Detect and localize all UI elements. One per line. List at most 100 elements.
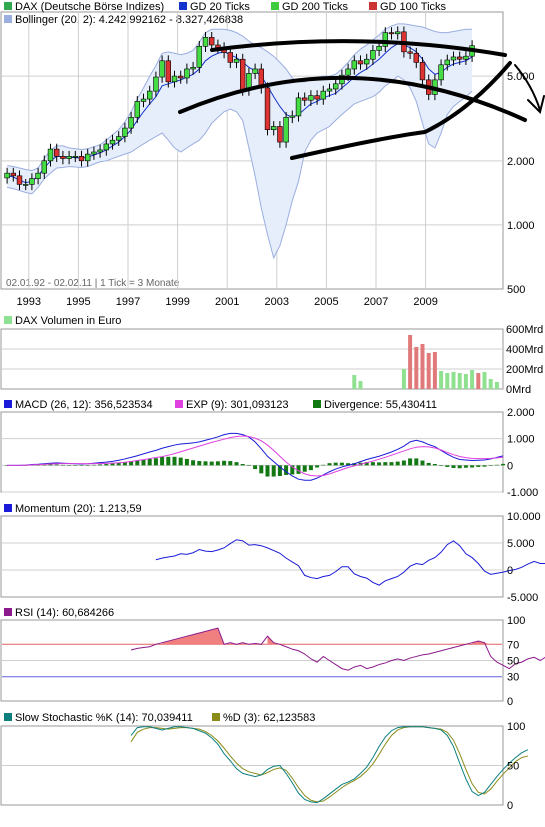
divergence-bar xyxy=(91,464,96,466)
exp-line xyxy=(7,435,504,477)
legend-swatch-exp xyxy=(175,400,183,408)
candle-body xyxy=(60,156,66,159)
candle-body xyxy=(240,58,246,91)
momentum-y-tick: 5.000 xyxy=(507,538,535,550)
stoch-y-tick: 100 xyxy=(507,721,525,733)
divergence-bar xyxy=(215,461,220,466)
candle-body xyxy=(196,46,202,68)
legend-exp: EXP (9): 301,093123 xyxy=(186,399,289,411)
divergence-bar xyxy=(426,462,431,466)
legend-swatch-stoch-k xyxy=(4,713,12,721)
divergence-bar xyxy=(191,460,196,466)
volume-bar xyxy=(494,382,499,389)
divergence-bar xyxy=(277,465,282,476)
legend-swatch-stoch-d xyxy=(212,713,220,721)
divergence-bar xyxy=(203,461,208,466)
price-x-tick: 2007 xyxy=(364,296,388,308)
candle-body xyxy=(357,60,364,65)
volume-bar xyxy=(426,353,431,389)
legend-swatch-gd100 xyxy=(369,2,377,10)
price-x-tick: 1997 xyxy=(116,296,140,308)
divergence-bar xyxy=(36,464,41,466)
rsi-line xyxy=(130,627,545,671)
divergence-bar xyxy=(222,460,227,466)
divergence-bar xyxy=(110,463,115,466)
volume-y-tick: 400Mrd xyxy=(506,344,543,356)
divergence-bar xyxy=(265,465,270,477)
candle-body xyxy=(264,87,271,131)
divergence-bar xyxy=(457,465,462,469)
stoch-y-tick: 50 xyxy=(507,761,519,773)
candle-body xyxy=(301,97,308,101)
volume-bar xyxy=(451,372,456,389)
candle-body xyxy=(165,60,171,83)
candle-body xyxy=(394,31,401,35)
candle-body xyxy=(463,55,469,60)
legend-momentum: Momentum (20): 1.213,59 xyxy=(15,503,142,515)
volume-bar xyxy=(352,375,357,389)
bollinger-band-fill xyxy=(7,23,473,258)
divergence-bar xyxy=(315,465,320,468)
divergence-bar xyxy=(401,460,406,466)
price-y-tick: 1.000 xyxy=(507,220,535,232)
momentum-y-tick: 0 xyxy=(507,565,513,577)
stochastic-legend: Slow Stochastic %K (14): 70,039411 %D (3… xyxy=(4,712,315,724)
volume-bar xyxy=(470,370,475,389)
divergence-bar xyxy=(377,462,382,466)
divergence-bar xyxy=(321,464,326,466)
divergence-bar xyxy=(451,465,456,468)
volume-legend: DAX Volumen in Euro xyxy=(4,315,121,327)
rsi-overbought-fill xyxy=(267,636,280,645)
legend-swatch-dax xyxy=(4,2,12,10)
legend-swatch-macd xyxy=(4,400,12,408)
legend-dax: DAX (Deutsche Börse Indizes) xyxy=(15,1,164,13)
divergence-bar xyxy=(445,465,450,467)
candle-body xyxy=(456,56,463,60)
candle-body xyxy=(116,136,122,141)
price-x-tick: 1993 xyxy=(17,296,41,308)
candle-body xyxy=(122,127,128,137)
candle-body xyxy=(41,160,48,174)
volume-bar xyxy=(358,381,363,389)
momentum-legend: Momentum (20): 1.213,59 xyxy=(4,503,142,515)
legend-swatch-gd200 xyxy=(271,2,279,10)
price-y-tick: 2.000 xyxy=(507,156,535,168)
candle-body xyxy=(202,37,209,47)
divergence-bar xyxy=(135,460,140,466)
candle-body xyxy=(450,56,457,61)
divergence-bar xyxy=(432,464,437,466)
price-info: 02.01.92 - 02.02.11 | 1 Tick = 3 Monate xyxy=(6,278,180,289)
rsi-legend: RSI (14): 60,684266 xyxy=(4,607,114,619)
stoch-y-tick: 0 xyxy=(507,800,513,812)
candle-body xyxy=(289,115,295,118)
rsi-y-tick: 70 xyxy=(507,639,519,651)
candle-body xyxy=(277,126,283,143)
macd-y-tick: 2.000 xyxy=(507,407,535,419)
divergence-bar xyxy=(327,463,332,466)
candle-body xyxy=(153,76,159,92)
candle-body xyxy=(134,101,140,118)
volume-y-tick: 0Mrd xyxy=(506,384,531,396)
divergence-bar xyxy=(184,458,189,466)
bollinger-upper-line xyxy=(7,23,473,172)
legend-gd20: GD 20 Ticks xyxy=(190,1,250,13)
macd-y-tick: 1.000 xyxy=(507,434,535,446)
legend-swatch-bollinger xyxy=(4,15,12,23)
candle-body xyxy=(295,97,302,117)
price-y-tick: 5.000 xyxy=(507,71,535,83)
momentum-y-tick: -5.000 xyxy=(507,592,538,604)
candle-body xyxy=(314,95,320,100)
macd-legend: MACD (26, 12): 356,523534 EXP (9): 301,0… xyxy=(4,399,437,411)
candle-body xyxy=(388,32,395,35)
divergence-bar xyxy=(346,463,351,466)
rsi-y-tick: 0 xyxy=(507,696,513,708)
divergence-bar xyxy=(228,461,233,466)
divergence-bar xyxy=(476,465,481,467)
macd-y-tick: 0 xyxy=(507,460,513,472)
divergence-bar xyxy=(166,456,171,466)
legend-volume: DAX Volumen in Euro xyxy=(15,315,121,327)
volume-bar xyxy=(408,335,413,389)
candle-body xyxy=(16,175,23,185)
